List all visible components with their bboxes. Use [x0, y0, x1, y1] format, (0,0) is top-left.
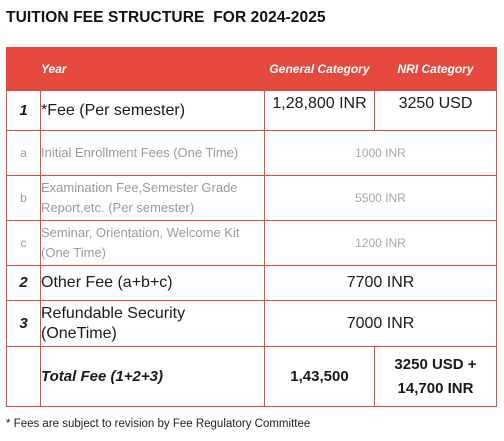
row-letter: a: [6, 130, 41, 177]
table-header-row: Year General Category NRI Category: [6, 47, 497, 91]
table-row: 2 Other Fee (a+b+c) 7700 INR: [6, 265, 497, 301]
fee-value: 1000 INR: [264, 130, 497, 177]
page-title: TUITION FEE STRUCTURE FOR 2024-2025: [6, 9, 326, 26]
row-description: Examination Fee,Semester Grade Report,et…: [40, 175, 265, 222]
fee-value: 7700 INR: [264, 265, 497, 301]
total-nri-value: 3250 USD + 14,700 INR: [374, 346, 497, 407]
row-number: 3: [6, 299, 41, 348]
row-description: Other Fee (a+b+c): [40, 265, 265, 301]
table-row: a Initial Enrollment Fees (One Time) 100…: [6, 130, 497, 177]
row-letter: b: [6, 175, 41, 222]
row-description: Refundable Security (OneTime): [40, 299, 265, 348]
table-row: c Seminar, Orientation, Welcome Kit (One…: [6, 220, 497, 267]
total-label: Total Fee (1+2+3): [40, 346, 265, 407]
fee-value: 5500 INR: [264, 175, 497, 222]
fee-table: Year General Category NRI Category 1 *Fe…: [6, 47, 497, 407]
table-row: b Examination Fee,Semester Grade Report,…: [6, 175, 497, 222]
row-description: *Fee (Per semester): [40, 89, 265, 132]
general-fee-value: 1,28,800 INR: [264, 89, 375, 132]
fee-value: 1200 INR: [264, 220, 497, 267]
total-general-value: 1,43,500: [264, 346, 375, 407]
table-row: 1 *Fee (Per semester) 1,28,800 INR 3250 …: [6, 89, 497, 132]
fee-value: 7000 INR: [264, 299, 497, 348]
row-description: Seminar, Orientation, Welcome Kit (One T…: [40, 220, 265, 267]
row-number: 1: [6, 89, 41, 132]
row-description: Initial Enrollment Fees (One Time): [40, 130, 265, 177]
row-letter: c: [6, 220, 41, 267]
total-row: Total Fee (1+2+3) 1,43,500 3250 USD + 14…: [6, 346, 497, 407]
header-general-category: General Category: [264, 47, 375, 91]
total-blank: [6, 346, 41, 407]
header-nri-category: NRI Category: [374, 47, 497, 91]
header-year: Year: [40, 47, 265, 91]
header-blank: [6, 47, 41, 91]
nri-fee-value: 3250 USD: [374, 89, 497, 132]
footnote: * Fees are subject to revision by Fee Re…: [6, 418, 311, 430]
table-row: 3 Refundable Security (OneTime) 7000 INR: [6, 299, 497, 348]
row-number: 2: [6, 265, 41, 301]
